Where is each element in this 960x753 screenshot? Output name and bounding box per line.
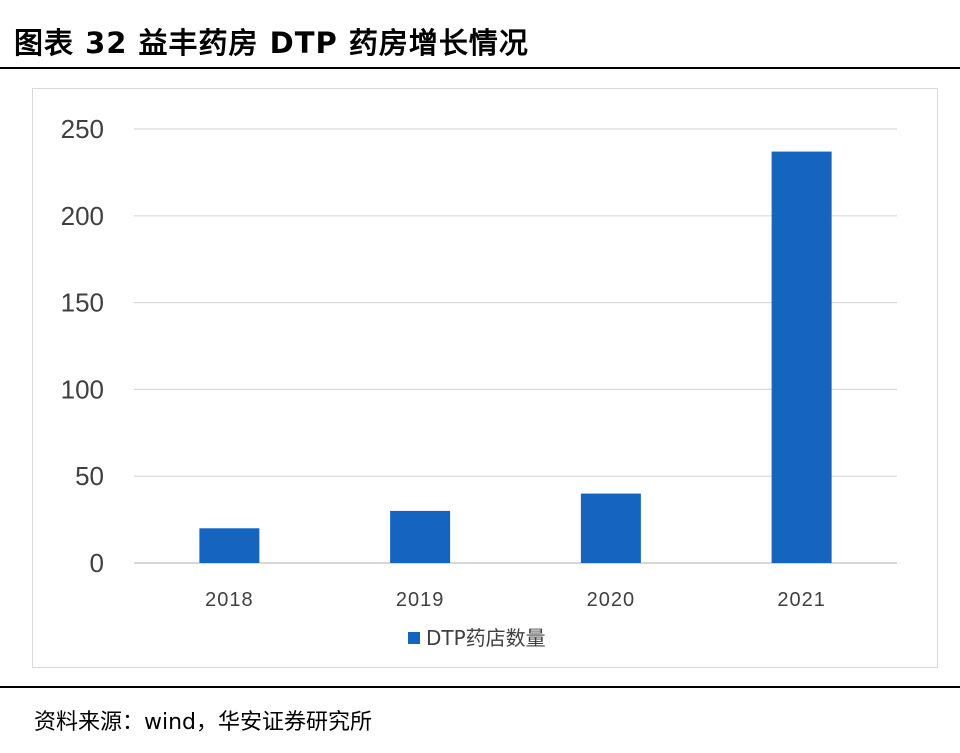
source-note: 资料来源：wind，华安证券研究所 bbox=[34, 710, 373, 735]
x-tick-label: 2018 bbox=[205, 589, 254, 611]
x-tick-label: 2019 bbox=[396, 589, 445, 611]
y-tick-label: 250 bbox=[61, 114, 104, 144]
x-tick-label: 2020 bbox=[587, 589, 636, 611]
y-tick-label: 200 bbox=[61, 201, 104, 231]
legend-label: DTP药店数量 bbox=[426, 626, 546, 650]
figure-title: 图表 32 益丰药房 DTP 药房增长情况 bbox=[14, 26, 529, 60]
y-tick-label: 50 bbox=[75, 461, 104, 491]
bars bbox=[199, 151, 832, 563]
bottom-rule bbox=[0, 686, 960, 688]
top-rule bbox=[0, 67, 960, 69]
y-tick-label: 100 bbox=[61, 374, 104, 404]
y-tick-label: 0 bbox=[90, 548, 104, 578]
y-tick-label: 150 bbox=[61, 288, 104, 318]
legend-swatch bbox=[408, 632, 420, 644]
bar-2018 bbox=[199, 528, 260, 563]
x-tick-label: 2021 bbox=[777, 589, 826, 611]
bar-2020 bbox=[580, 493, 641, 563]
legend: DTP药店数量 bbox=[408, 626, 546, 650]
bar-2019 bbox=[390, 510, 451, 563]
bar-2021 bbox=[771, 151, 832, 563]
y-axis-ticks: 0 50 100 150 200 250 bbox=[61, 114, 104, 578]
gridlines bbox=[134, 128, 897, 564]
x-axis-ticks: 2018 2019 2020 2021 bbox=[205, 589, 826, 611]
